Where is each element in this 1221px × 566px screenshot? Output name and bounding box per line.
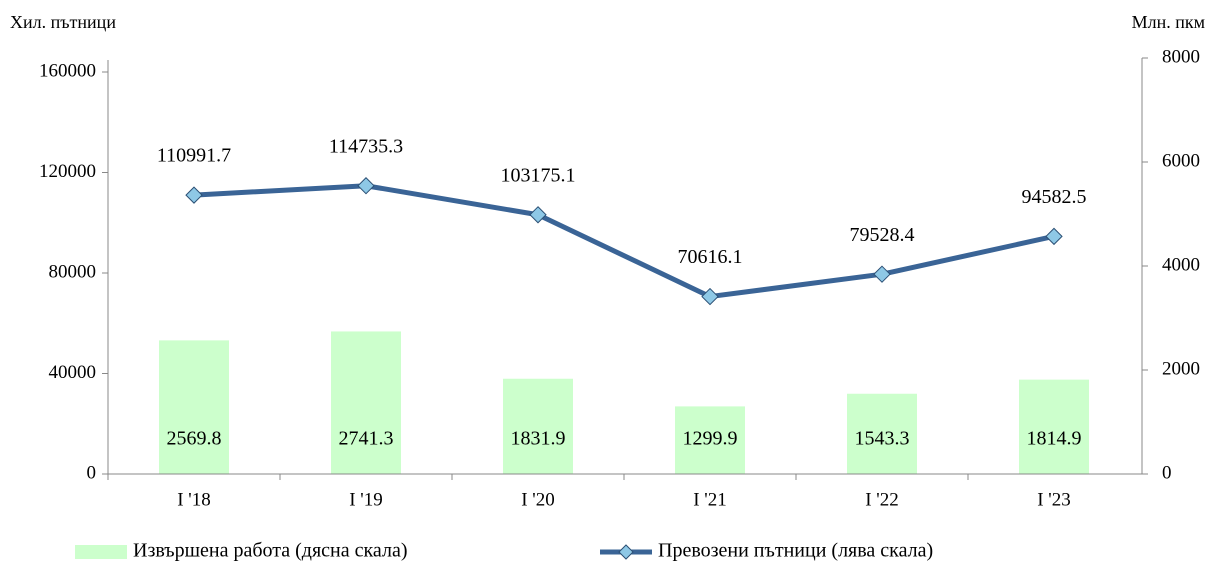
bar-value-label: 1543.3 [855,428,910,450]
line-marker [873,265,891,283]
y-axis-title: Хил. пътници [10,12,116,32]
bar-value-label: 1831.9 [511,428,566,450]
y-tick-label: 40000 [49,362,97,383]
line-marker [701,287,719,306]
bar [503,378,573,474]
bar [1019,379,1089,474]
legend-marker [618,544,634,560]
y-tick-label: 160000 [39,60,96,81]
line-value-label: 110991.7 [157,145,231,167]
y2-tick-label: 4000 [1162,254,1200,275]
x-tick-label: I '18 [177,489,211,510]
line-value-label: 114735.3 [329,135,403,157]
line-marker [529,206,547,224]
bar [331,331,401,474]
line-marker [357,177,375,195]
x-tick-label: I '20 [521,489,555,510]
bar-value-label: 1814.9 [1027,428,1082,450]
line-value-label: 103175.1 [501,164,576,186]
y2-tick-label: 0 [1162,462,1172,483]
x-tick-label: I '21 [693,489,727,510]
y2-tick-label: 8000 [1162,46,1200,67]
line-marker [185,186,203,204]
bar-value-label: 2741.3 [339,428,394,450]
line-value-label: 79528.4 [850,224,915,246]
bar [675,406,745,474]
x-tick-label: I '23 [1037,489,1071,510]
line-value-label: 94582.5 [1022,186,1087,208]
y-tick-label: 120000 [39,161,96,182]
legend-swatch [75,545,127,559]
legend-label: Извършена работа (дясна скала) [133,540,408,562]
x-tick-label: I '19 [349,489,383,510]
y2-axis-title: Млн. пкм [1132,12,1205,32]
bar-value-label: 1299.9 [683,428,738,450]
bar-value-label: 2569.8 [167,428,222,450]
line-value-label: 70616.1 [678,246,743,268]
x-tick-label: I '22 [865,489,899,510]
y-tick-label: 0 [87,462,97,483]
line-marker [1045,227,1063,246]
bar [159,340,229,474]
y-tick-label: 80000 [49,261,97,282]
y2-tick-label: 6000 [1162,150,1200,171]
line [193,183,1055,300]
bar [847,393,917,474]
legend-label: Превозени пътници (лява скала) [658,540,933,562]
y2-tick-label: 2000 [1162,358,1200,379]
